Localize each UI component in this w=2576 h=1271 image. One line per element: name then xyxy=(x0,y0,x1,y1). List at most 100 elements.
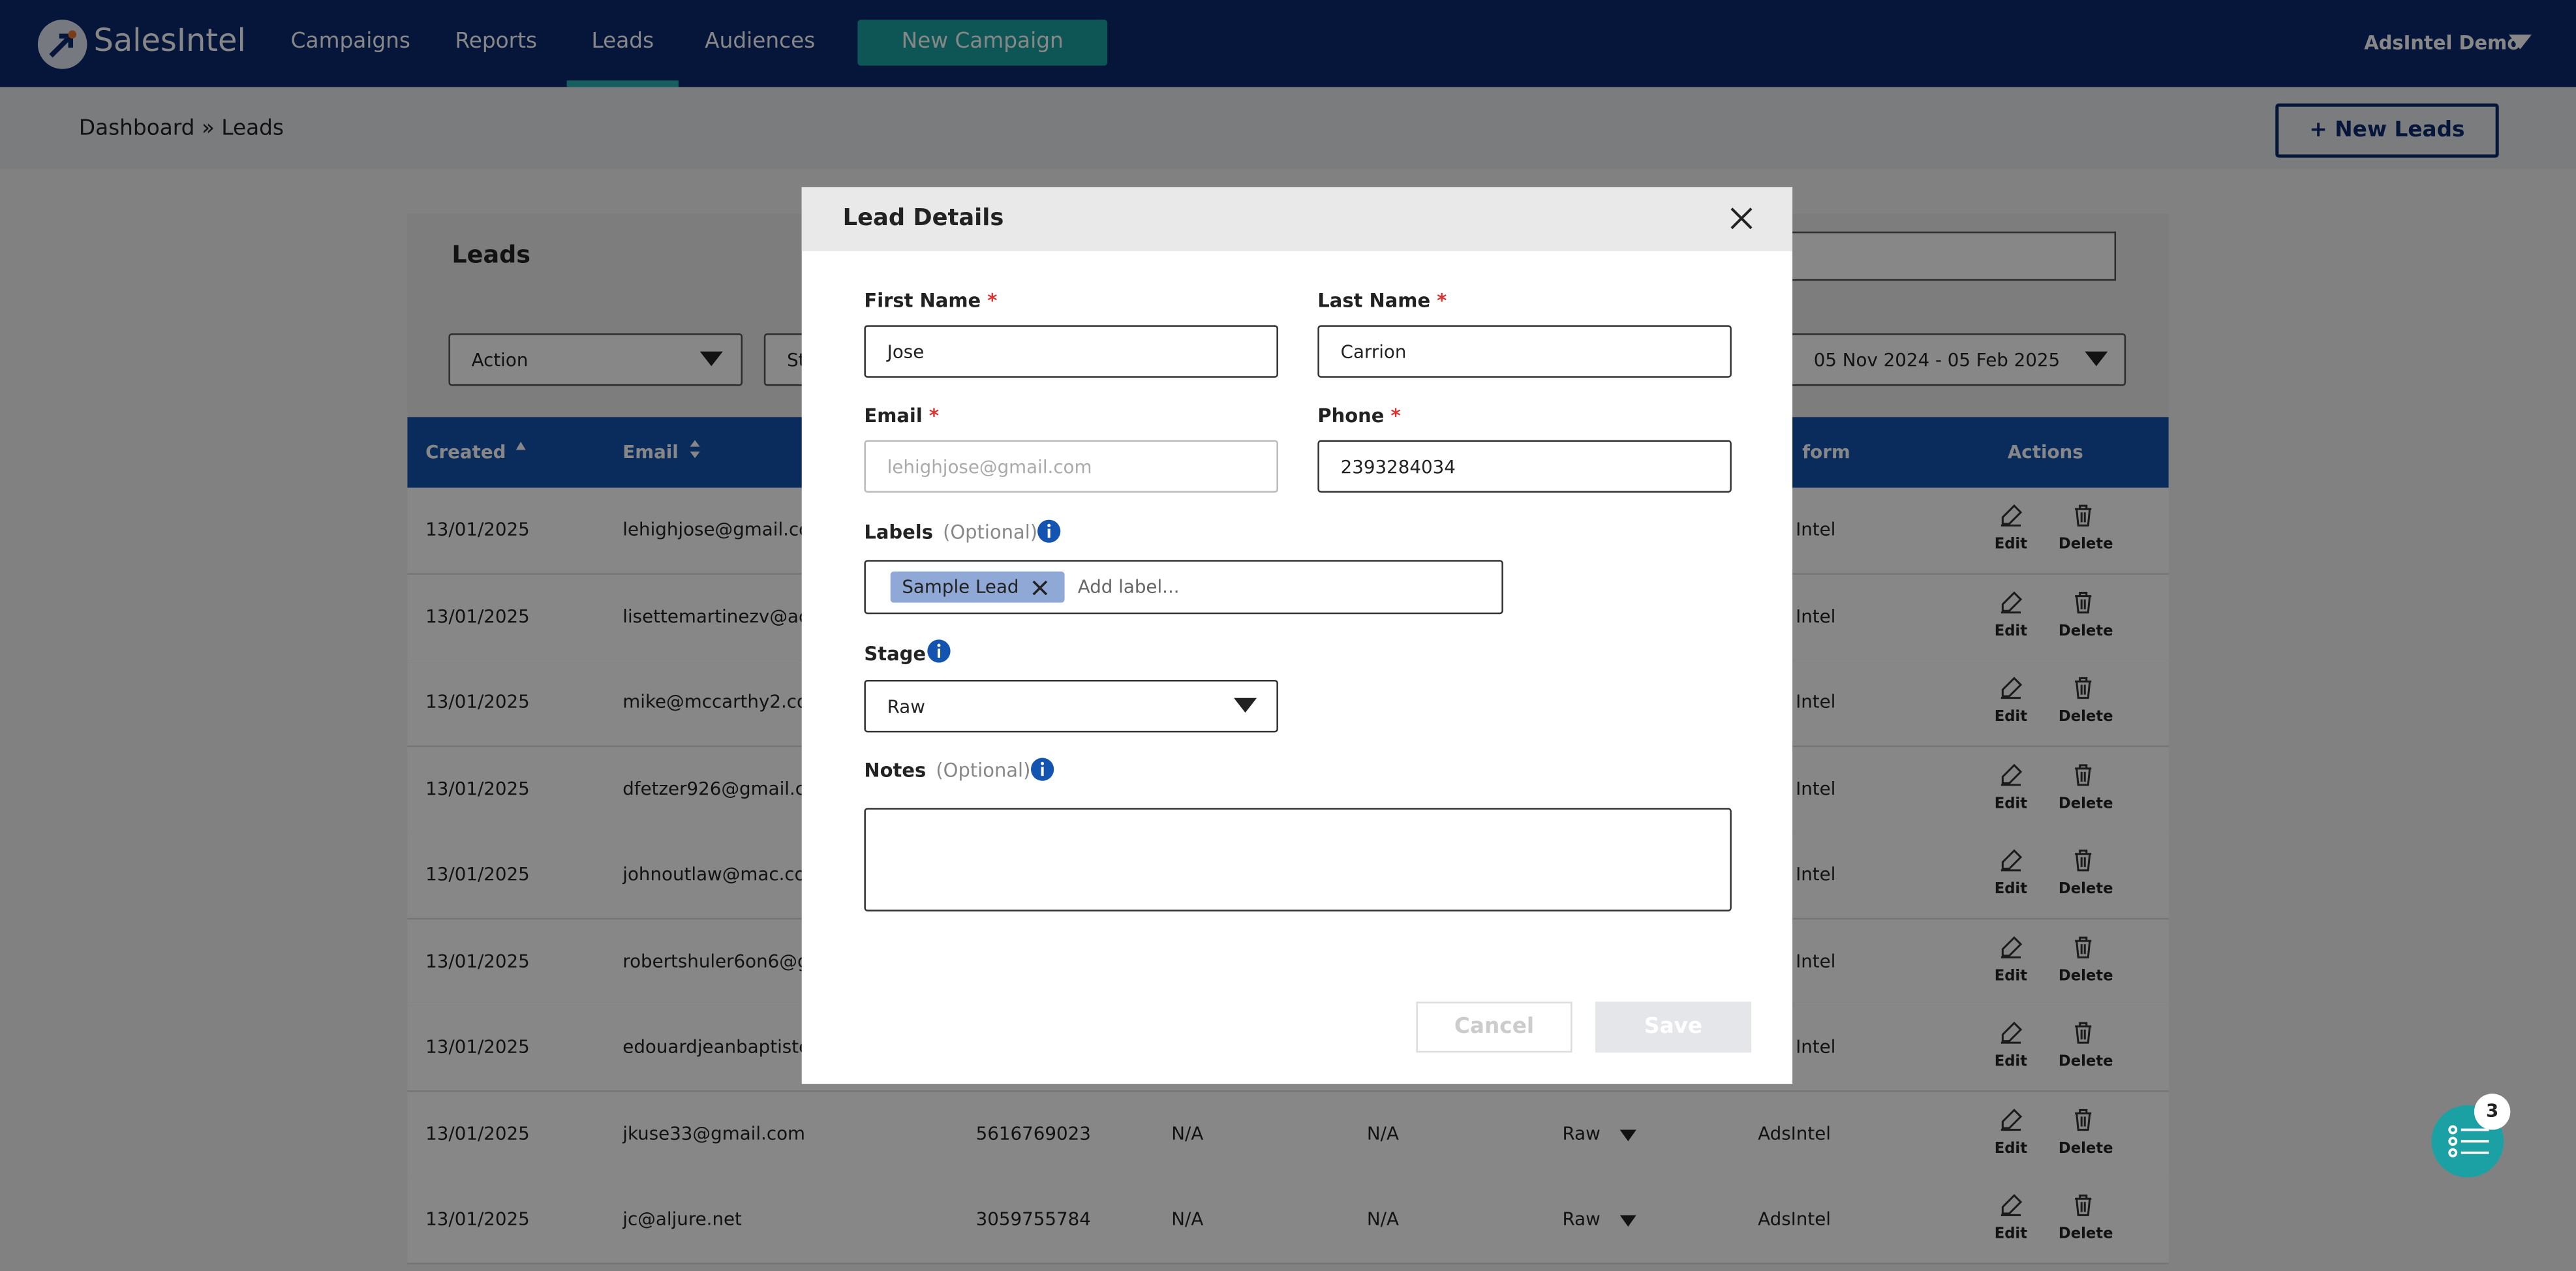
field-label: Stage xyxy=(864,642,926,665)
edit-label[interactable]: Edit xyxy=(1994,968,2028,985)
required-mark: * xyxy=(1390,404,1401,427)
delete-icon[interactable] xyxy=(2072,590,2094,613)
delete-label[interactable]: Delete xyxy=(2058,709,2113,726)
delete-icon[interactable] xyxy=(2072,763,2094,786)
edit-icon[interactable] xyxy=(1999,763,2023,786)
notes-textarea[interactable] xyxy=(864,808,1732,911)
edit-label[interactable]: Edit xyxy=(1994,1054,2028,1071)
edit-label[interactable]: Edit xyxy=(1994,795,2028,812)
edit-icon[interactable] xyxy=(1999,590,2023,613)
delete-icon-shape xyxy=(2075,504,2092,527)
info-icon[interactable] xyxy=(1037,519,1062,544)
edit-icon[interactable] xyxy=(1999,1021,2023,1044)
delete-icon[interactable] xyxy=(2072,1108,2094,1131)
cell-email: jc@aljure.net xyxy=(622,1208,742,1231)
delete-icon[interactable] xyxy=(2072,504,2094,527)
delete-label[interactable]: Delete xyxy=(2058,1054,2113,1071)
cell-stage[interactable]: Raw xyxy=(1562,1208,1601,1231)
remove-tag[interactable] xyxy=(1032,579,1048,596)
tag-text: Sample Lead xyxy=(902,576,1019,598)
labels-input[interactable]: Sample Lead Add label... xyxy=(864,560,1503,615)
date-dropdown[interactable]: 05 Nov 2024 - 05 Feb 2025 xyxy=(1771,333,2126,386)
field-label: Phone * xyxy=(1317,404,1400,427)
breadcrumb-bar: Dashboard » Leads + New Leads xyxy=(0,87,2576,170)
edit-icon[interactable] xyxy=(1999,1194,2023,1217)
stage-select[interactable]: Raw xyxy=(864,679,1278,733)
cell-email: mike@mccarthy2.co xyxy=(622,691,808,713)
edit-icon[interactable] xyxy=(1999,849,2023,872)
edit-icon[interactable] xyxy=(1999,935,2023,958)
phone-input[interactable]: 2393284034 xyxy=(1317,440,1732,493)
nav-link[interactable]: Leads xyxy=(591,29,654,55)
edit-icon[interactable] xyxy=(1999,1107,2023,1131)
edit-icon-shape xyxy=(2001,935,2023,958)
input-value: Jose xyxy=(887,341,925,363)
delete-icon-shape xyxy=(2075,1108,2092,1130)
cell-platform-fragment: Intel xyxy=(1796,863,1836,885)
edit-icon-shape xyxy=(2001,504,2023,527)
caret-shape xyxy=(1619,1129,1636,1141)
nav-link[interactable]: Campaigns xyxy=(290,29,411,55)
delete-icon[interactable] xyxy=(2072,849,2094,872)
last-name-input[interactable]: Carrion xyxy=(1317,325,1732,378)
input-value: 2393284034 xyxy=(1340,456,1456,478)
delete-icon-shape xyxy=(2075,936,2092,958)
edit-icon[interactable] xyxy=(1999,504,2023,527)
modal-title: Lead Details xyxy=(842,205,1004,232)
header-cell[interactable]: Created xyxy=(425,442,506,463)
delete-icon[interactable] xyxy=(2072,1021,2094,1044)
caret xyxy=(1619,1215,1636,1227)
field-label: Notes (Optional) xyxy=(864,759,1030,782)
edit-label[interactable]: Edit xyxy=(1994,1140,2028,1157)
cell-email: jkuse33@gmail.com xyxy=(622,1122,806,1144)
new-campaign-button[interactable]: New Campaign xyxy=(857,20,1108,66)
delete-icon[interactable] xyxy=(2072,935,2094,958)
cell-email: johnoutlaw@mac.co xyxy=(622,863,806,885)
close-button[interactable] xyxy=(1730,207,1753,230)
delete-label[interactable]: Delete xyxy=(2058,536,2113,554)
delete-label[interactable]: Delete xyxy=(2058,881,2113,898)
header-cell[interactable]: Email xyxy=(622,442,679,463)
label-text: Email xyxy=(864,404,923,427)
delete-icon[interactable] xyxy=(2072,1194,2094,1217)
edit-icon[interactable] xyxy=(1999,677,2023,699)
user-menu[interactable]: AdsIntel Demo xyxy=(2364,31,2521,55)
cell-email: edouardjeanbaptiste xyxy=(622,1036,810,1058)
edit-label[interactable]: Edit xyxy=(1994,536,2028,554)
modal: Lead Details First Name * Jose Last Name *… xyxy=(801,187,1793,1084)
edit-label[interactable]: Edit xyxy=(1994,881,2028,898)
save-button[interactable]: Save xyxy=(1595,1002,1752,1053)
action-dropdown[interactable]: Action xyxy=(448,333,743,386)
delete-icon[interactable] xyxy=(2072,677,2094,699)
info-icon[interactable] xyxy=(927,639,951,664)
optional-text: (Optional) xyxy=(943,520,1038,544)
delete-label[interactable]: Delete xyxy=(2058,1140,2113,1157)
edit-icon-shape xyxy=(2001,677,2023,699)
edit-icon-shape xyxy=(2001,763,2023,786)
panel-title: Leads xyxy=(452,243,530,269)
active-underline xyxy=(566,80,679,87)
required-mark: * xyxy=(1437,288,1447,313)
edit-label[interactable]: Edit xyxy=(1994,623,2028,640)
cell-col5: N/A xyxy=(1366,1122,1399,1144)
nav-link[interactable]: Reports xyxy=(455,29,538,55)
list-icon xyxy=(2448,1125,2489,1157)
delete-label[interactable]: Delete xyxy=(2058,795,2113,812)
new-leads-button[interactable]: + New Leads xyxy=(2275,103,2499,158)
cancel-button[interactable]: Cancel xyxy=(1416,1002,1572,1053)
cell-created: 13/01/2025 xyxy=(425,949,530,972)
search-input[interactable]: h xyxy=(1755,231,2117,281)
info-icon[interactable] xyxy=(1030,757,1055,782)
edit-label[interactable]: Edit xyxy=(1994,709,2028,726)
cell-stage[interactable]: Raw xyxy=(1562,1122,1601,1144)
input-placeholder: Add label... xyxy=(1077,576,1180,598)
delete-label[interactable]: Delete xyxy=(2058,1227,2113,1244)
delete-label[interactable]: Delete xyxy=(2058,623,2113,640)
label-text: Last Name xyxy=(1317,288,1431,313)
nav-link[interactable]: Audiences xyxy=(705,29,816,55)
first-name-input[interactable]: Jose xyxy=(864,325,1278,378)
email-input[interactable]: lehighjose@gmail.com xyxy=(864,440,1278,493)
delete-label[interactable]: Delete xyxy=(2058,968,2113,985)
cell-platform: AdsIntel xyxy=(1758,1122,1831,1144)
edit-label[interactable]: Edit xyxy=(1994,1227,2028,1244)
